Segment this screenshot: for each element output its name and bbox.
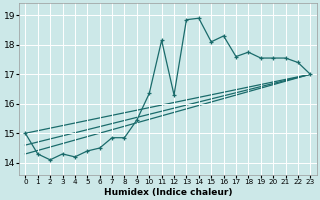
X-axis label: Humidex (Indice chaleur): Humidex (Indice chaleur)	[104, 188, 232, 197]
